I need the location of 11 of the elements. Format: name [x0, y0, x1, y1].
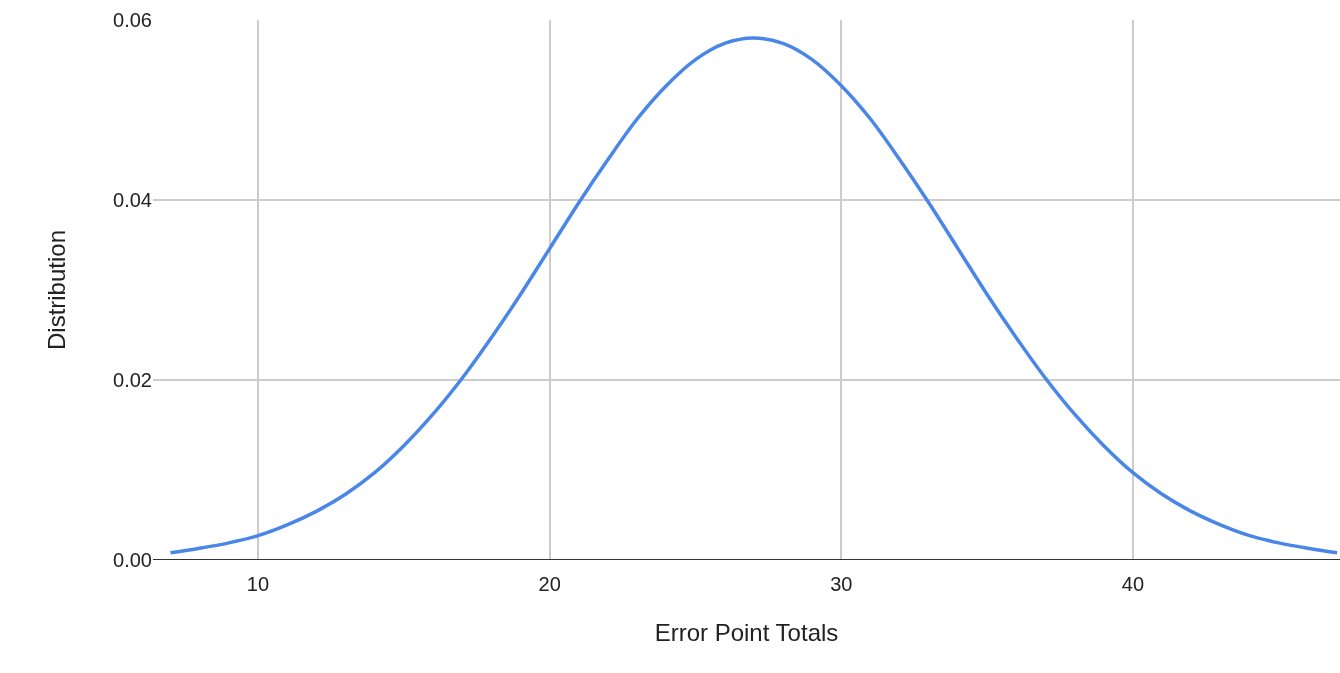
y-tick-label: 0.06 — [113, 9, 152, 31]
x-tick-label: 10 — [246, 573, 270, 595]
x-tick-label: 40 — [1121, 573, 1145, 595]
y-axis-title: Distribution — [43, 229, 71, 351]
y-tick-label: 0.00 — [113, 549, 152, 571]
y-tick-label: 0.04 — [113, 189, 152, 211]
x-tick-label: 20 — [538, 573, 561, 595]
x-axis-title: Error Point Totals — [654, 619, 839, 647]
x-tick-label: 30 — [830, 573, 853, 595]
line-series — [168, 36, 1339, 555]
y-tick-label: 0.02 — [113, 369, 152, 391]
